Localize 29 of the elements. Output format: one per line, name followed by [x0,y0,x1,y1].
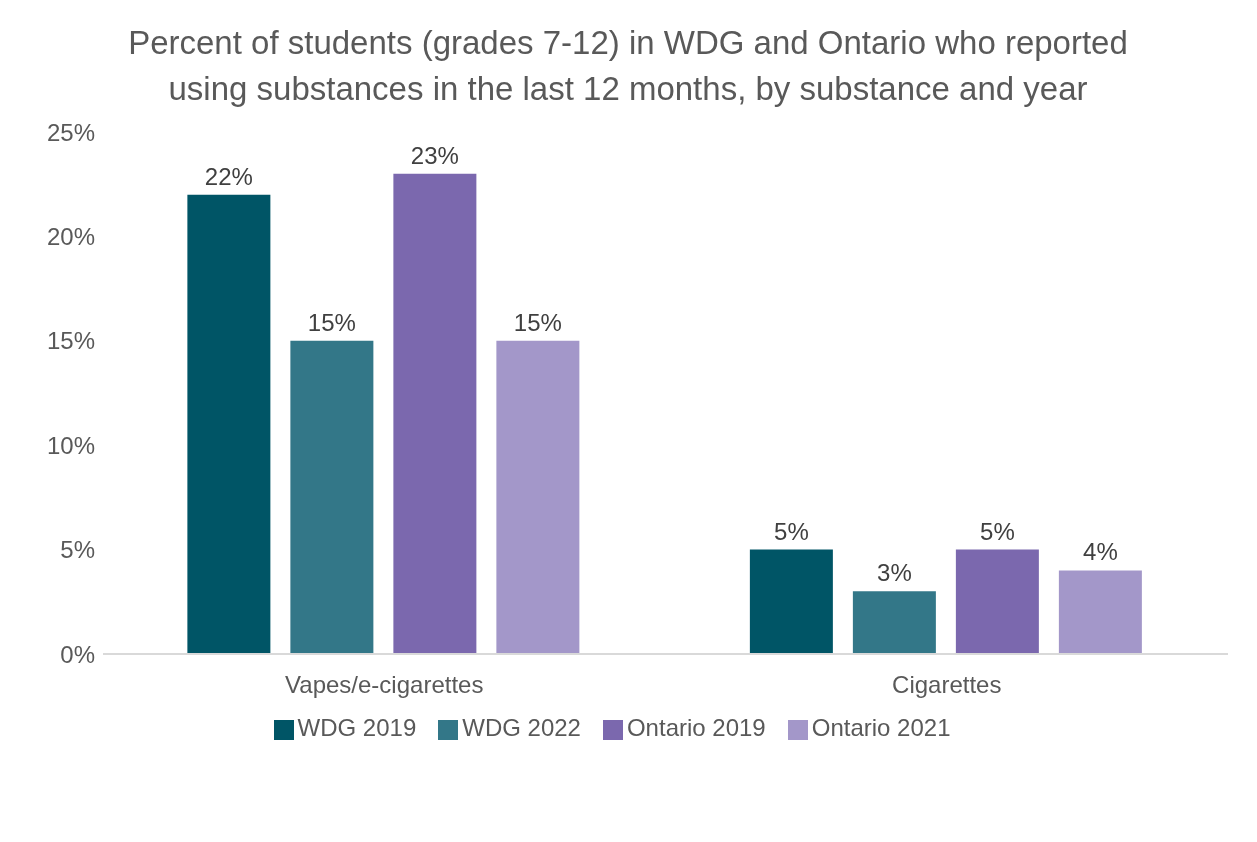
x-tick-label: Cigarettes [892,671,1002,699]
legend-label: WDG 2022 [462,714,581,741]
y-tick-label: 10% [46,431,95,459]
x-tick-label: Vapes/e-cigarettes [285,671,484,699]
data-label: 22% [204,162,253,190]
y-tick-label: 20% [46,222,95,250]
bar [496,340,580,654]
data-label: 5% [774,517,809,545]
y-tick-label: 0% [60,640,95,668]
data-label: 15% [307,308,356,336]
bar [290,340,374,654]
y-tick-label: 25% [46,118,95,146]
bar [1058,570,1142,654]
legend-label: Ontario 2021 [811,714,951,741]
chart-title: Percent of students (grades 7-12) in WDG and Ontario who reported using substances in the last 12 months, by substance and year [127,23,1129,109]
y-tick-label: 5% [60,536,95,564]
data-label: 3% [877,559,912,587]
bar [852,591,936,654]
bar [955,549,1039,654]
legend-label: WDG 2019 [297,714,417,741]
y-tick-label: 15% [46,327,95,355]
data-label: 23% [410,141,459,169]
bar [187,194,271,654]
legend-label: Ontario 2019 [626,714,766,741]
data-label: 15% [513,308,562,336]
data-label: 5% [980,517,1015,545]
bar [749,549,833,654]
data-label: 4% [1083,538,1118,566]
bar [393,173,477,654]
